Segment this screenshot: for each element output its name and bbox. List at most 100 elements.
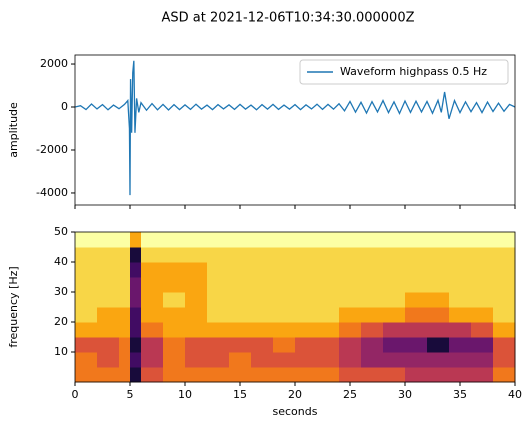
heatmap-cell	[97, 277, 120, 293]
heatmap-cell	[97, 352, 120, 368]
heatmap-cell	[295, 292, 318, 308]
heatmap-cell	[185, 367, 208, 383]
heatmap-cell	[361, 322, 384, 338]
y-tick-label: 40	[54, 255, 68, 268]
heatmap-cell	[383, 292, 406, 308]
heatmap-cell	[493, 367, 516, 383]
x-tick-label: 0	[72, 388, 79, 401]
heatmap-cell	[405, 232, 428, 248]
heatmap-cell	[361, 247, 384, 263]
heatmap-cell	[405, 322, 428, 338]
heatmap-cell	[273, 277, 296, 293]
heatmap-cell	[141, 367, 164, 383]
heatmap-cell	[97, 232, 120, 248]
heatmap-cell	[273, 322, 296, 338]
x-tick-label: 35	[453, 388, 467, 401]
heatmap-cell	[119, 352, 131, 368]
heatmap-cell	[130, 247, 142, 263]
x-tick-label: 25	[343, 388, 357, 401]
heatmap-cell	[97, 247, 120, 263]
heatmap-cell	[273, 352, 296, 368]
heatmap-cell	[141, 247, 164, 263]
heatmap-cell	[339, 277, 362, 293]
heatmap-cell	[361, 307, 384, 323]
x-tick-label: 20	[288, 388, 302, 401]
heatmap-cell	[163, 277, 186, 293]
heatmap-cell	[493, 352, 516, 368]
heatmap-cell	[427, 277, 450, 293]
heatmap-cell	[317, 322, 340, 338]
heatmap-cell	[207, 307, 230, 323]
heatmap-cell	[130, 307, 142, 323]
x-tick-label: 30	[398, 388, 412, 401]
x-tick-label: 10	[178, 388, 192, 401]
heatmap-cell	[493, 277, 516, 293]
heatmap-cell	[471, 307, 494, 323]
heatmap-cell	[383, 277, 406, 293]
heatmap-cell	[317, 367, 340, 383]
heatmap-cell	[339, 367, 362, 383]
heatmap-cell	[383, 232, 406, 248]
heatmap-cell	[427, 247, 450, 263]
heatmap-cell	[405, 337, 428, 353]
heatmap-cell	[295, 322, 318, 338]
heatmap-cell	[163, 337, 186, 353]
heatmap-cell	[361, 352, 384, 368]
heatmap-cell	[119, 322, 131, 338]
heatmap-cell	[229, 262, 252, 278]
heatmap-cell	[405, 262, 428, 278]
heatmap-cell	[251, 307, 274, 323]
heatmap-cell	[471, 232, 494, 248]
heatmap-cell	[405, 247, 428, 263]
heatmap-cell	[471, 352, 494, 368]
heatmap-cell	[471, 247, 494, 263]
y-tick-label: 10	[54, 345, 68, 358]
y-tick-label: 0	[61, 100, 68, 113]
heatmap-cell	[493, 307, 516, 323]
heatmap-cell	[185, 292, 208, 308]
heatmap-cell	[130, 292, 142, 308]
heatmap-cell	[251, 262, 274, 278]
y-axis-label: amplitude	[7, 102, 20, 158]
heatmap-cell	[449, 262, 472, 278]
heatmap-cell	[207, 262, 230, 278]
heatmap-cell	[427, 262, 450, 278]
heatmap-cell	[449, 277, 472, 293]
heatmap-cell	[361, 337, 384, 353]
heatmap-cell	[317, 277, 340, 293]
heatmap-cell	[427, 322, 450, 338]
heatmap-cell	[141, 232, 164, 248]
heatmap-cell	[449, 292, 472, 308]
heatmap-cell	[449, 352, 472, 368]
heatmap-cell	[339, 262, 362, 278]
heatmap-cell	[207, 337, 230, 353]
heatmap-cell	[405, 352, 428, 368]
heatmap-cell	[295, 352, 318, 368]
heatmap-cell	[97, 367, 120, 383]
heatmap-cell	[295, 367, 318, 383]
heatmap-cell	[185, 307, 208, 323]
heatmap-cell	[207, 277, 230, 293]
heatmap-cell	[383, 367, 406, 383]
heatmap-cell	[163, 352, 186, 368]
heatmap-cell	[273, 337, 296, 353]
heatmap-cell	[163, 262, 186, 278]
heatmap-cell	[229, 367, 252, 383]
heatmap-cell	[493, 292, 516, 308]
heatmap-cell	[449, 367, 472, 383]
heatmap-cell	[427, 367, 450, 383]
heatmap-cell	[493, 262, 516, 278]
heatmap-cell	[339, 337, 362, 353]
heatmap-cell	[130, 232, 142, 248]
heatmap-cell	[361, 292, 384, 308]
heatmap-cell	[361, 277, 384, 293]
heatmap-cell	[449, 307, 472, 323]
heatmap-cell	[141, 262, 164, 278]
heatmap-cell	[141, 322, 164, 338]
heatmap-cell	[295, 232, 318, 248]
heatmap-cell	[493, 247, 516, 263]
heatmap-cell	[383, 352, 406, 368]
y-tick-label: -2000	[36, 143, 68, 156]
heatmap-cell	[130, 277, 142, 293]
